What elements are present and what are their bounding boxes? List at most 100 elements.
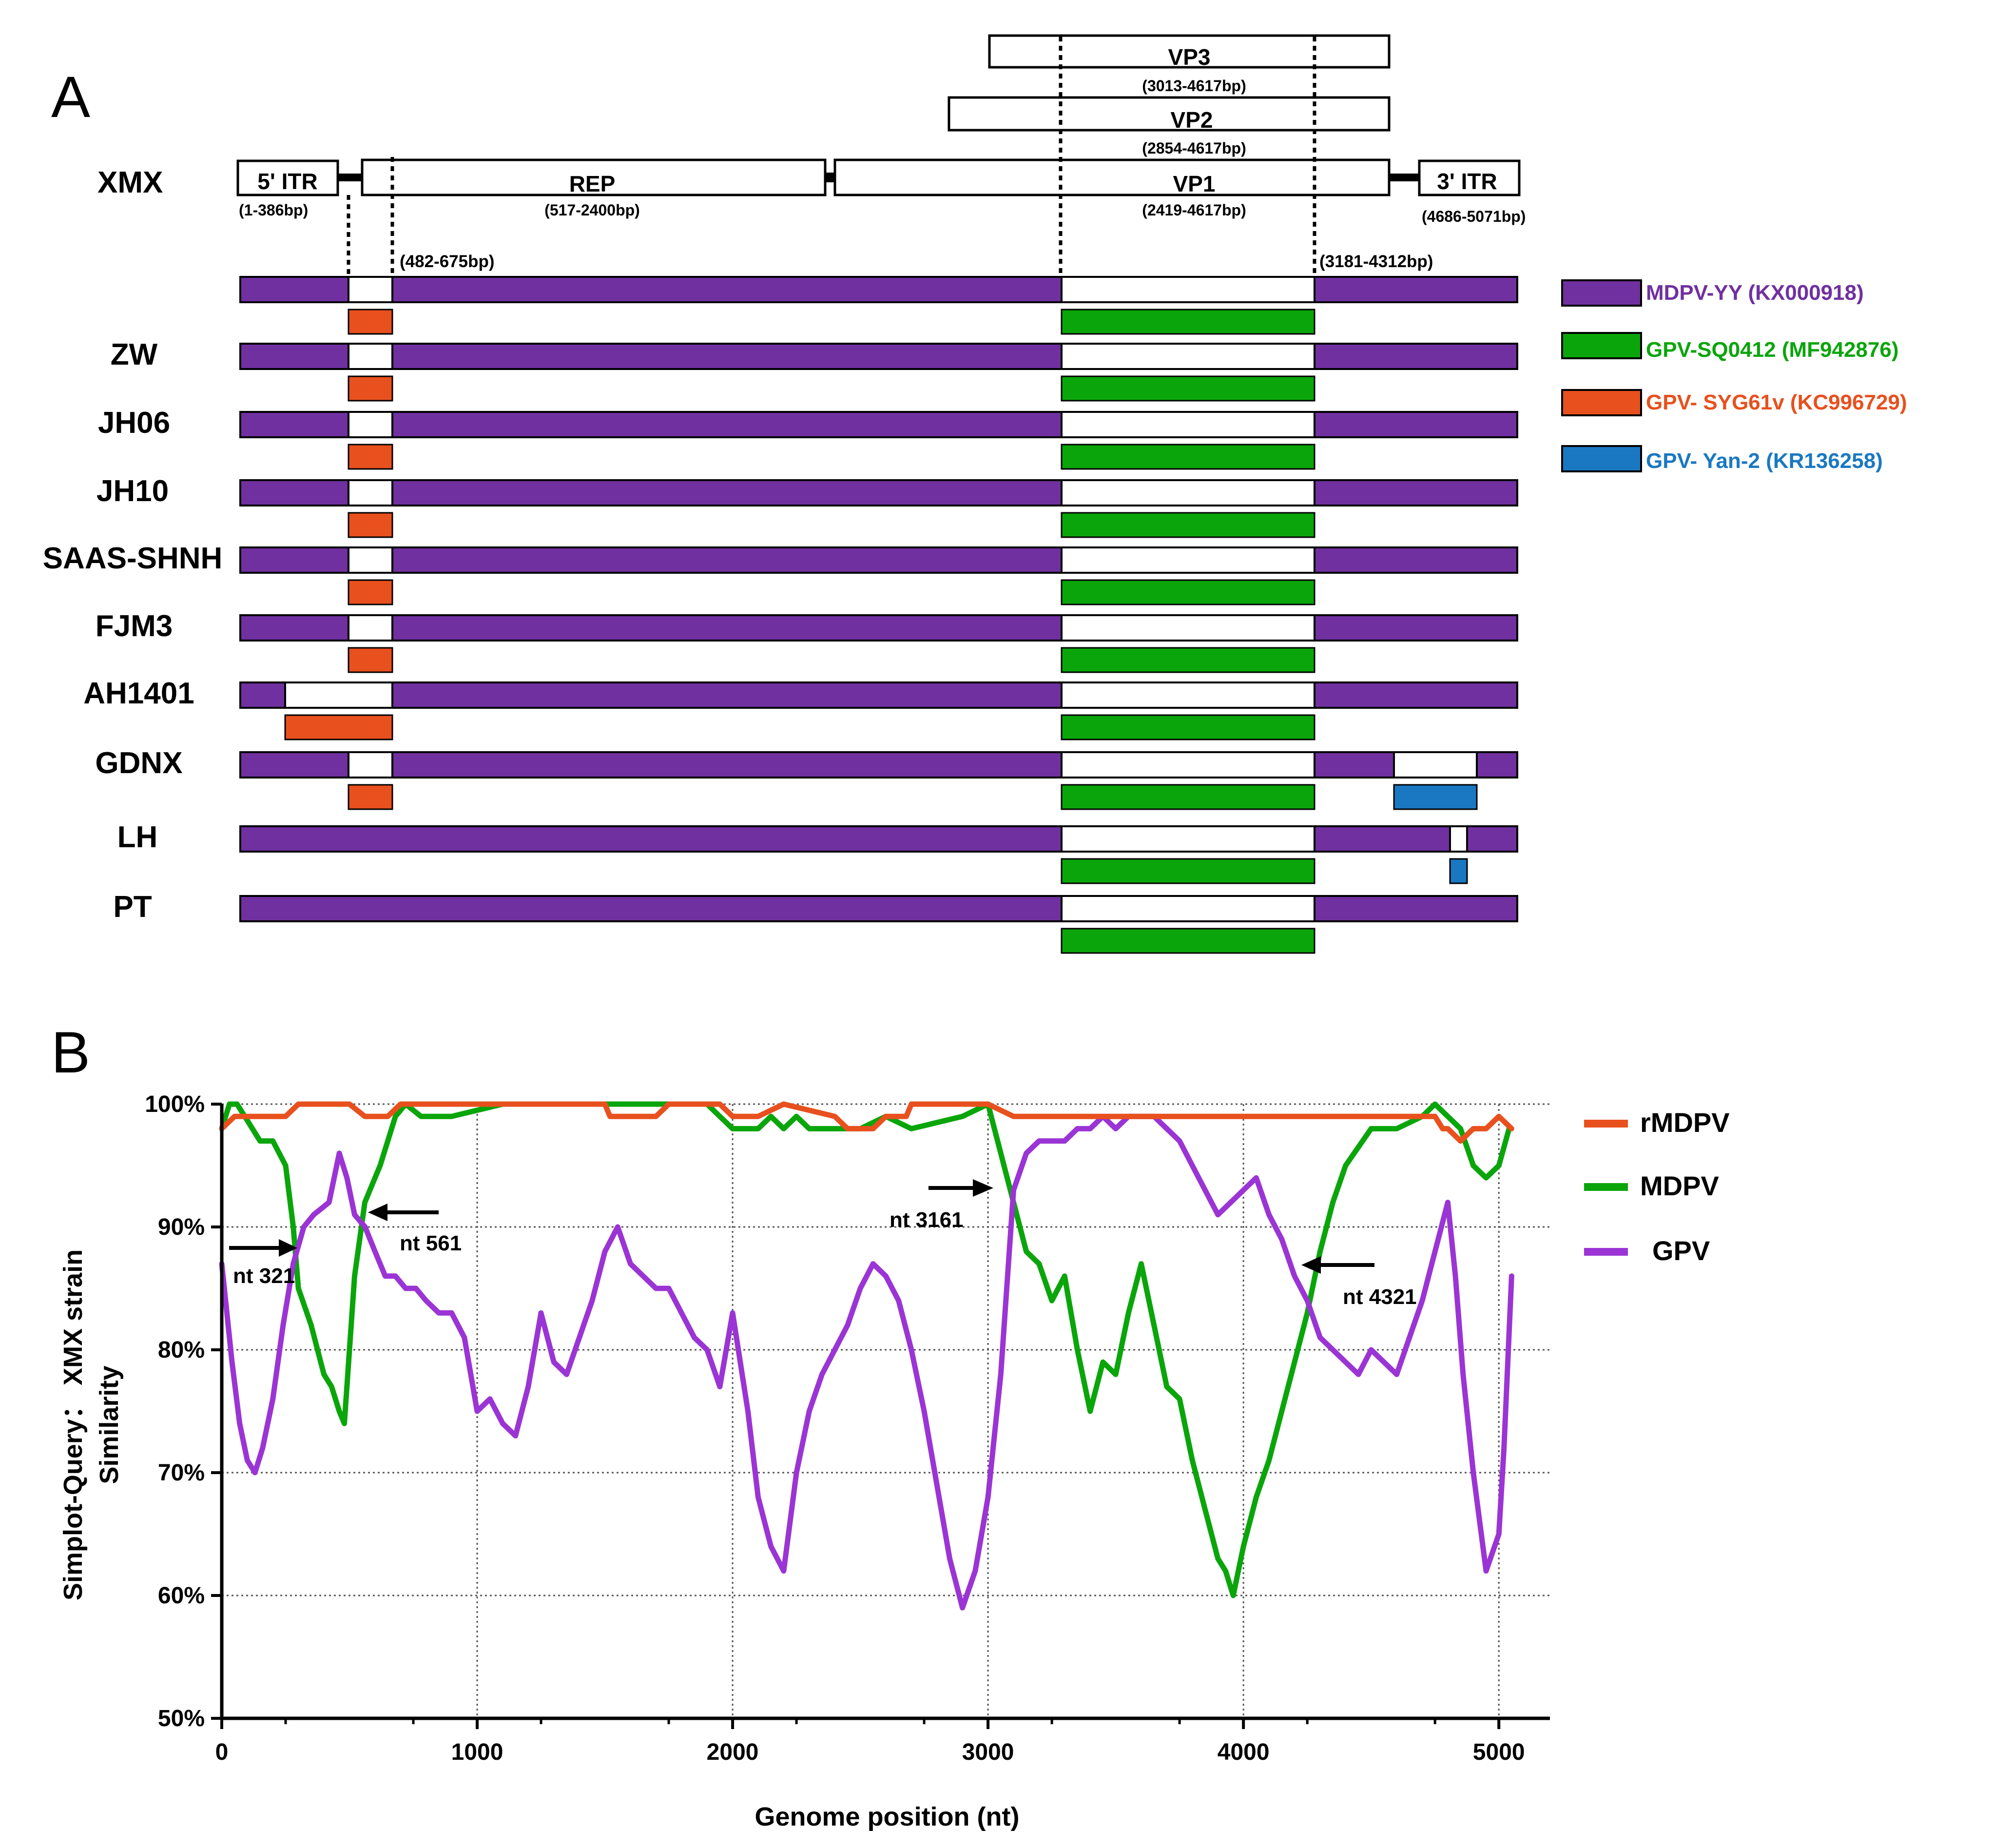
breakpoint-annotations: nt 321 nt 561 nt 3161 nt 4321: [229, 1179, 1417, 1309]
chart-ticks: 50% 60% 70% 80% 90% 100% 0 1000 2000 3000 4000 5000: [145, 1091, 1525, 1765]
donor-segment: [1449, 858, 1468, 884]
y-tick-label: 80%: [158, 1337, 205, 1363]
strain-label: LH: [117, 820, 158, 854]
recombination-window: [1061, 343, 1315, 370]
gene-connector: [338, 174, 362, 181]
annotation-arrow-head: [973, 1179, 993, 1197]
recombination-map: ZW JH06 JH10 SAAS-SHNH FJM3 AH1401 GDNX LH PT: [43, 276, 1518, 954]
gene-label-vp3: VP3: [1168, 44, 1211, 70]
x-tick-label: 1000: [451, 1739, 503, 1765]
y-axis-title-line1: Simplot-Query： XMX strain: [58, 1249, 88, 1600]
annotation-arrow-head: [368, 1204, 387, 1221]
recombination-window: [1061, 751, 1315, 778]
donor-segment: [1061, 444, 1315, 470]
annotation-arrow-head: [279, 1239, 297, 1257]
genome-bar: [239, 751, 1518, 778]
recombination-window: [1061, 276, 1315, 303]
donor-segment: [1061, 309, 1315, 335]
reference-genome-map: XMX 5' ITR (1-386bp) REP (517-2400bp) VP…: [97, 34, 1526, 278]
gene-range-rep: (517-2400bp): [544, 201, 640, 219]
gene-range-3itr: (4686-5071bp): [1422, 208, 1526, 225]
recombination-window: [348, 614, 393, 642]
legend-swatch-gpv-yan2: [1561, 445, 1642, 472]
donor-segment: [348, 579, 393, 605]
strain-label: PT: [113, 890, 152, 924]
series-line-gpv: [219, 1113, 1514, 1611]
chart-series: [219, 1101, 1514, 1611]
series-line-mdpv: [219, 1101, 1512, 1598]
donor-segment: [348, 784, 393, 810]
reference-strain-label: XMX: [97, 166, 163, 199]
y-tick-label: 60%: [158, 1583, 205, 1609]
gene-label-3itr: 3' ITR: [1437, 169, 1497, 194]
recombination-window: [348, 479, 393, 506]
strain-label: JH06: [98, 406, 170, 440]
strain-label: AH1401: [83, 677, 194, 710]
recombination-window: [1393, 751, 1478, 778]
gene-box-vp1: [833, 158, 1391, 196]
legend-label-gpv-yan2: GPV- Yan-2 (KR136258): [1646, 449, 1883, 473]
similarity-chart: 50% 60% 70% 80% 90% 100% 0 1000 2000 3000 4000 5000: [145, 1091, 1550, 1765]
strain-label: JH10: [97, 474, 169, 508]
gene-label-vp1: VP1: [1173, 171, 1216, 196]
donor-segment: [284, 714, 393, 740]
strain-label: ZW: [111, 338, 158, 371]
series-line-rmdpv: [219, 1101, 1514, 1144]
annotation-nt-4321: nt 4321: [1343, 1285, 1417, 1309]
annotation-arrow-head: [1301, 1256, 1321, 1274]
gene-connector: [825, 173, 835, 182]
recombination-window: [1061, 479, 1315, 506]
donor-segment: [348, 444, 393, 470]
annotation-nt-321: nt 321: [233, 1264, 295, 1288]
legend-label-gpv-syg61v: GPV- SYG61v (KC996729): [1646, 390, 1907, 414]
panel-b-letter: B: [51, 1020, 90, 1085]
legend-label-mdpv: MDPV: [1640, 1170, 1719, 1201]
gene-box-5itr: [236, 159, 339, 196]
panel-a-legend: MDPV-YY (KX000918) GPV-SQ0412 (MF942876)…: [1561, 279, 1907, 473]
recombination-window: [1061, 825, 1315, 853]
breakpoint-label-left: (482-675bp): [400, 252, 495, 271]
recombination-window: [1061, 546, 1315, 574]
y-tick-label: 90%: [158, 1214, 205, 1240]
recombination-window: [348, 343, 393, 370]
recombination-window: [1061, 614, 1315, 642]
x-tick-label: 2000: [707, 1739, 759, 1765]
y-tick-label: 70%: [158, 1460, 205, 1486]
gene-label-5itr: 5' ITR: [257, 169, 317, 194]
legend-swatch-gpv-sq0412: [1561, 332, 1642, 359]
recombination-window: [284, 681, 393, 709]
genome-bar: [239, 411, 1518, 438]
gene-range-5itr: (1-386bp): [239, 201, 308, 219]
genome-bar: [239, 895, 1518, 922]
donor-segment: [1061, 714, 1315, 740]
strain-label: FJM3: [96, 609, 173, 643]
donor-segment: [348, 512, 393, 538]
chart-legend: rMDPV MDPV GPV: [1584, 1107, 1730, 1266]
genome-bar: [239, 276, 1518, 303]
donor-segment: [348, 375, 393, 402]
legend-label-mdpv-yy: MDPV-YY (KX000918): [1646, 281, 1864, 305]
recombination-window: [348, 276, 393, 303]
y-tick-label: 100%: [145, 1091, 205, 1117]
recombination-window: [1061, 895, 1315, 922]
legend-swatch-gpv-syg61v: [1561, 389, 1642, 416]
gene-box-3itr: [1418, 159, 1521, 196]
panel-a-letter: A: [51, 64, 90, 130]
legend-swatch-mdpv-yy: [1561, 279, 1642, 307]
gene-box-vp2: [948, 96, 1391, 132]
donor-segment: [348, 647, 393, 673]
recombination-window: [348, 411, 393, 438]
legend-label-gpv: GPV: [1652, 1235, 1710, 1266]
annotation-nt-561: nt 561: [400, 1231, 462, 1255]
donor-segment: [1061, 784, 1315, 810]
recombination-window: [348, 546, 393, 574]
y-axis-title-line2: Similarity: [95, 1365, 124, 1484]
breakpoint-label-right: (3181-4312bp): [1319, 252, 1433, 271]
recombination-window: [1061, 411, 1315, 438]
genome-bar: [239, 614, 1518, 642]
gene-box-vp3: [988, 34, 1391, 69]
x-axis-title: Genome position (nt): [755, 1802, 1020, 1831]
legend-label-rmdpv: rMDPV: [1640, 1107, 1730, 1138]
chart-gridlines: [222, 1103, 1550, 1718]
